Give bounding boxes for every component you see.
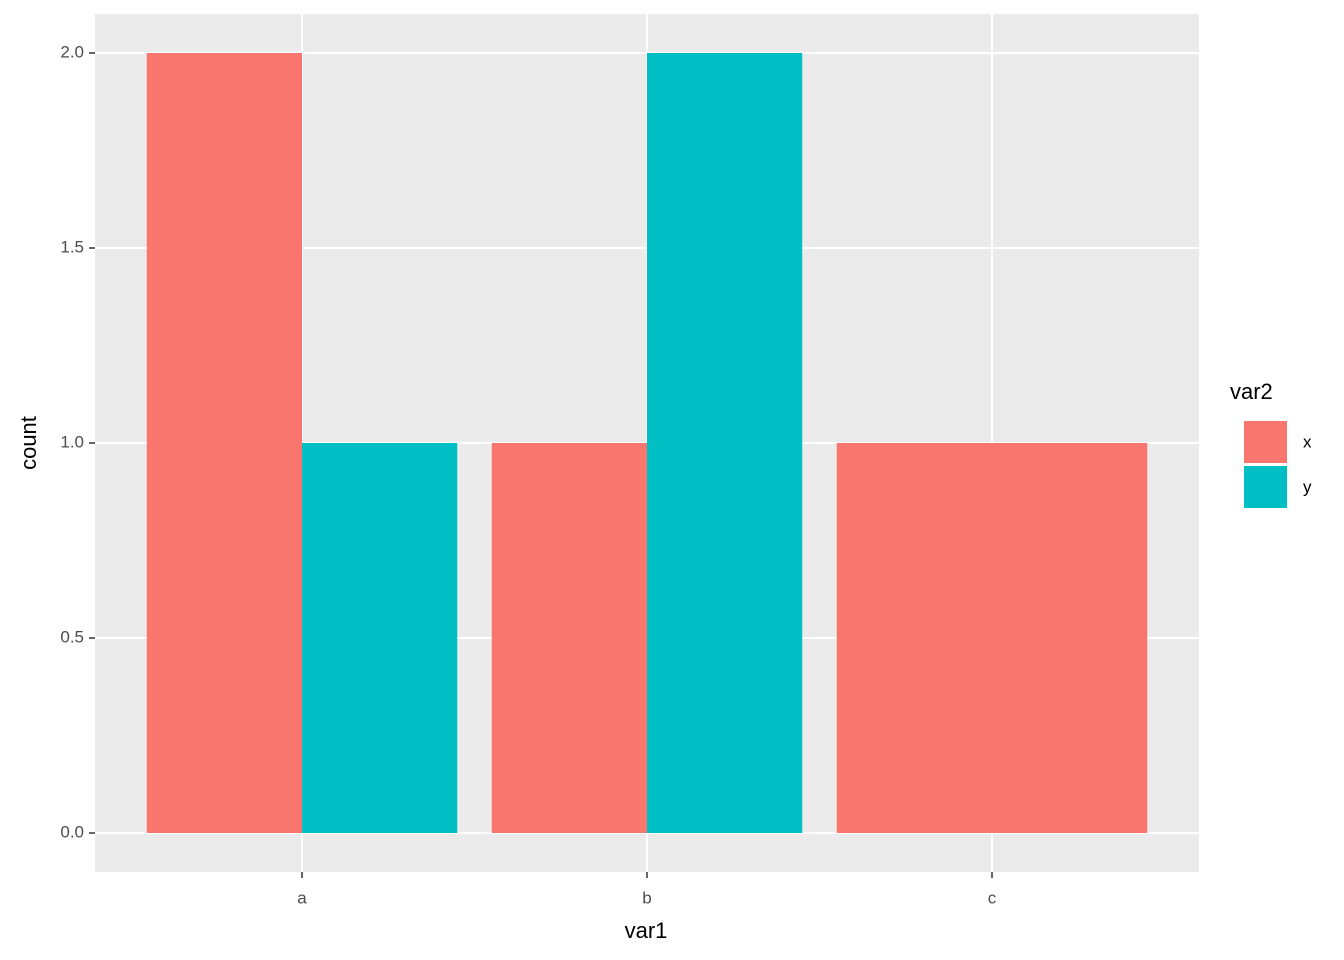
x-tick-label: a — [297, 888, 307, 907]
bar — [647, 53, 803, 833]
x-tick-label: b — [642, 888, 651, 907]
legend-title: var2 — [1230, 379, 1273, 404]
y-axis-title: count — [16, 416, 41, 470]
x-axis-title: var1 — [625, 918, 668, 943]
bar — [836, 443, 1148, 833]
legend-key — [1244, 421, 1287, 463]
bar — [491, 443, 647, 833]
y-tick-label: 2.0 — [60, 42, 84, 61]
bar — [302, 443, 458, 833]
y-tick-label: 0.0 — [60, 822, 84, 841]
legend-label: y — [1303, 477, 1312, 496]
y-tick-label: 1.0 — [60, 432, 84, 451]
x-tick-label: c — [988, 888, 997, 907]
legend-label: x — [1303, 432, 1312, 451]
y-tick-label: 1.5 — [60, 237, 84, 256]
legend-key — [1244, 466, 1287, 508]
bar — [146, 53, 302, 833]
y-tick-label: 0.5 — [60, 627, 84, 646]
